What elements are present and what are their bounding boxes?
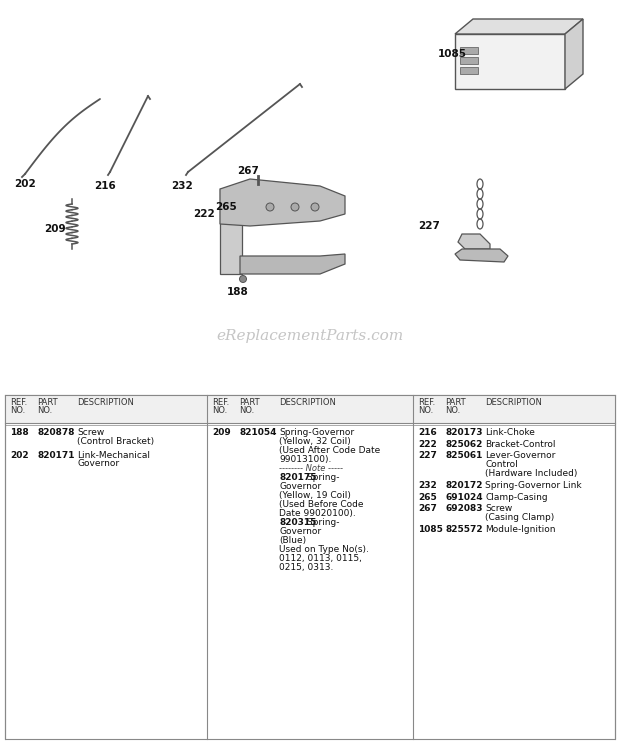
Text: REF.: REF. xyxy=(10,398,27,407)
Text: 825062: 825062 xyxy=(445,440,482,449)
Text: Spring-Governor: Spring-Governor xyxy=(279,428,354,437)
Text: 216: 216 xyxy=(94,181,116,191)
Polygon shape xyxy=(455,249,508,262)
Text: Spring-: Spring- xyxy=(304,518,339,527)
Text: 267: 267 xyxy=(237,166,259,176)
Text: 265: 265 xyxy=(418,493,436,501)
Text: (Control Bracket): (Control Bracket) xyxy=(77,437,154,446)
Text: 227: 227 xyxy=(418,221,440,231)
Ellipse shape xyxy=(266,203,274,211)
Text: PART: PART xyxy=(445,398,466,407)
Text: (Hardware Included): (Hardware Included) xyxy=(485,469,577,478)
Text: (Yellow, 32 Coil): (Yellow, 32 Coil) xyxy=(279,437,351,446)
Text: 820175: 820175 xyxy=(279,473,316,482)
Text: 825572: 825572 xyxy=(445,525,482,534)
Text: 820171: 820171 xyxy=(37,451,74,460)
Bar xyxy=(220,189,242,274)
Text: 820173: 820173 xyxy=(445,428,482,437)
Text: 227: 227 xyxy=(418,452,437,461)
Ellipse shape xyxy=(291,203,299,211)
Text: Spring-Governor Link: Spring-Governor Link xyxy=(485,481,582,490)
Text: 99013100).: 99013100). xyxy=(279,455,331,464)
Polygon shape xyxy=(455,19,583,34)
Text: 820878: 820878 xyxy=(37,428,74,437)
Text: Governor: Governor xyxy=(279,527,321,536)
Polygon shape xyxy=(220,179,345,226)
Text: REF.: REF. xyxy=(418,398,435,407)
Text: (Used Before Code: (Used Before Code xyxy=(279,500,363,509)
Text: 820172: 820172 xyxy=(445,481,482,490)
Text: Bracket-Control: Bracket-Control xyxy=(485,440,556,449)
Text: 202: 202 xyxy=(14,179,36,189)
Text: 188: 188 xyxy=(10,428,29,437)
Polygon shape xyxy=(458,234,490,249)
Text: (Yellow, 19 Coil): (Yellow, 19 Coil) xyxy=(279,491,351,500)
Text: 209: 209 xyxy=(212,428,231,437)
Text: REF.: REF. xyxy=(212,398,229,407)
Text: Governor: Governor xyxy=(77,460,119,469)
Text: DESCRIPTION: DESCRIPTION xyxy=(279,398,336,407)
Text: 1085: 1085 xyxy=(438,49,467,59)
Text: 232: 232 xyxy=(171,181,193,191)
Text: 0112, 0113, 0115,: 0112, 0113, 0115, xyxy=(279,554,362,563)
Text: Screw: Screw xyxy=(77,428,104,437)
Text: Clamp-Casing: Clamp-Casing xyxy=(485,493,547,501)
Text: 265: 265 xyxy=(215,202,237,212)
Text: 0215, 0313.: 0215, 0313. xyxy=(279,563,334,572)
Text: DESCRIPTION: DESCRIPTION xyxy=(485,398,542,407)
Text: Control: Control xyxy=(485,461,518,469)
Text: Link-Mechanical: Link-Mechanical xyxy=(77,451,150,460)
Text: 232: 232 xyxy=(418,481,436,490)
Text: Link-Choke: Link-Choke xyxy=(485,428,535,437)
Text: 267: 267 xyxy=(418,504,437,513)
Text: 821054: 821054 xyxy=(239,428,277,437)
Text: 188: 188 xyxy=(227,287,249,297)
Text: Date 99020100).: Date 99020100). xyxy=(279,509,356,518)
Text: NO.: NO. xyxy=(239,406,254,415)
Ellipse shape xyxy=(311,203,319,211)
Text: 202: 202 xyxy=(10,451,29,460)
Text: NO.: NO. xyxy=(445,406,460,415)
Text: 820315: 820315 xyxy=(279,518,316,527)
Text: 209: 209 xyxy=(44,224,66,234)
Text: Spring-: Spring- xyxy=(304,473,339,482)
Bar xyxy=(455,34,565,89)
Polygon shape xyxy=(240,254,345,274)
Text: 691024: 691024 xyxy=(445,493,482,501)
Bar xyxy=(460,57,478,64)
Text: 1085: 1085 xyxy=(418,525,443,534)
Ellipse shape xyxy=(239,275,247,283)
Bar xyxy=(460,67,478,74)
Text: NO.: NO. xyxy=(418,406,433,415)
Text: Module-Ignition: Module-Ignition xyxy=(485,525,556,534)
Text: 825061: 825061 xyxy=(445,452,482,461)
Text: 692083: 692083 xyxy=(445,504,482,513)
Text: 222: 222 xyxy=(418,440,436,449)
Bar xyxy=(5,395,615,739)
Polygon shape xyxy=(238,209,272,217)
Text: -------- Note -----: -------- Note ----- xyxy=(279,464,343,473)
Text: (Casing Clamp): (Casing Clamp) xyxy=(485,513,554,522)
Text: Used on Type No(s).: Used on Type No(s). xyxy=(279,545,369,554)
Text: PART: PART xyxy=(37,398,58,407)
Text: Lever-Governor: Lever-Governor xyxy=(485,452,556,461)
Bar xyxy=(5,395,615,423)
Polygon shape xyxy=(565,19,583,89)
Text: Governor: Governor xyxy=(279,482,321,491)
Text: DESCRIPTION: DESCRIPTION xyxy=(77,398,134,407)
Ellipse shape xyxy=(254,184,262,192)
Bar xyxy=(460,47,478,54)
Text: eReplacementParts.com: eReplacementParts.com xyxy=(216,329,404,343)
Text: 222: 222 xyxy=(193,209,215,219)
Text: NO.: NO. xyxy=(212,406,228,415)
Text: PART: PART xyxy=(239,398,260,407)
Text: (Used After Code Date: (Used After Code Date xyxy=(279,446,380,455)
Text: NO.: NO. xyxy=(10,406,25,415)
Text: Screw: Screw xyxy=(485,504,512,513)
Text: NO.: NO. xyxy=(37,406,52,415)
Text: 216: 216 xyxy=(418,428,436,437)
Text: (Blue): (Blue) xyxy=(279,536,306,545)
